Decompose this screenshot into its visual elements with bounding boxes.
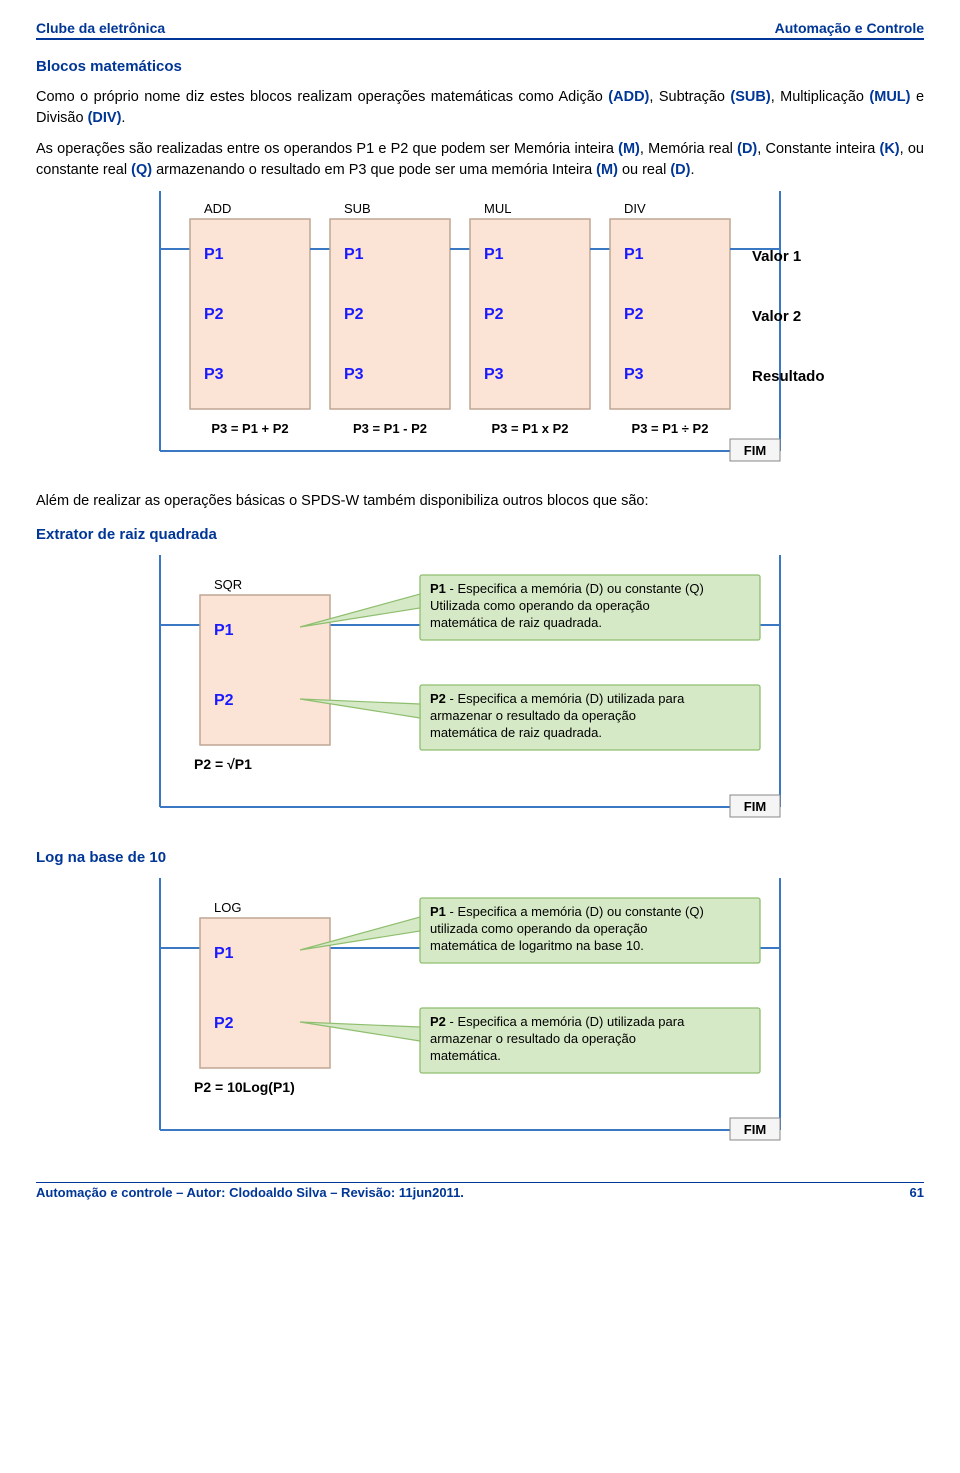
svg-text:P2 - Especifica a memória (D): P2 - Especifica a memória (D) utilizada … (430, 691, 685, 706)
diagram-math-blocks: ADD P1 P2 P3 P3 = P1 + P2 SUB P1 P2 P3 P3 = P1 - … (120, 191, 840, 481)
svg-text:FIM: FIM (744, 1122, 766, 1137)
svg-text:P2 = 10Log(P1): P2 = 10Log(P1) (194, 1079, 295, 1095)
svg-text:P1: P1 (624, 246, 644, 263)
diagram-log: LOG P1 P2 P2 = 10Log(P1) P1 - Especifica a m… (120, 878, 840, 1158)
svg-text:matemática de raiz quadrada.: matemática de raiz quadrada. (430, 615, 602, 630)
svg-text:P1: P1 (214, 945, 234, 962)
svg-text:Valor 2: Valor 2 (752, 308, 801, 325)
svg-text:P3 = P1 ÷ P2: P3 = P1 ÷ P2 (632, 421, 709, 436)
page-header: Clube da eletrônica Automação e Controle (36, 20, 924, 40)
page-footer: Automação e controle – Autor: Clodoaldo … (36, 1182, 924, 1200)
svg-text:P3 = P1 + P2: P3 = P1 + P2 (211, 421, 288, 436)
svg-text:armazenar o resultado da opera: armazenar o resultado da operação (430, 708, 636, 723)
subheading-sqr: Extrator de raiz quadrada (36, 526, 924, 543)
svg-text:P3: P3 (344, 366, 364, 383)
footer-left: Automação e controle – Autor: Clodoaldo … (36, 1185, 464, 1200)
svg-text:P2: P2 (214, 1015, 234, 1032)
svg-text:P1 - Especifica a memória (D): P1 - Especifica a memória (D) ou constan… (430, 581, 704, 596)
header-left: Clube da eletrônica (36, 20, 165, 36)
svg-text:utilizada como operando da ope: utilizada como operando da operação (430, 921, 648, 936)
svg-text:matemática de raiz quadrada.: matemática de raiz quadrada. (430, 725, 602, 740)
paragraph-1: Como o próprio nome diz estes blocos rea… (36, 87, 924, 129)
svg-text:P2: P2 (624, 306, 644, 323)
svg-text:P2: P2 (344, 306, 364, 323)
header-right: Automação e Controle (775, 20, 924, 36)
svg-text:ADD: ADD (204, 201, 231, 216)
subheading-log: Log na base de 10 (36, 849, 924, 866)
svg-text:DIV: DIV (624, 201, 646, 216)
svg-text:Utilizada como operando da ope: Utilizada como operando da operação (430, 598, 650, 613)
svg-text:P2: P2 (204, 306, 224, 323)
svg-text:P1: P1 (214, 622, 234, 639)
svg-text:SUB: SUB (344, 201, 371, 216)
svg-text:P2 - Especifica a memória (D): P2 - Especifica a memória (D) utilizada … (430, 1014, 685, 1029)
section-title-blocos: Blocos matemáticos (36, 58, 924, 75)
svg-text:P1 - Especifica a memória (D): P1 - Especifica a memória (D) ou constan… (430, 904, 704, 919)
svg-text:SQR: SQR (214, 577, 242, 592)
svg-text:LOG: LOG (214, 900, 241, 915)
svg-text:MUL: MUL (484, 201, 511, 216)
svg-text:P1: P1 (204, 246, 224, 263)
svg-text:P3: P3 (484, 366, 504, 383)
svg-text:P1: P1 (344, 246, 364, 263)
svg-text:FIM: FIM (744, 799, 766, 814)
svg-text:P3: P3 (204, 366, 224, 383)
svg-text:FIM: FIM (744, 443, 766, 458)
svg-text:P3: P3 (624, 366, 644, 383)
footer-page-number: 61 (910, 1185, 924, 1200)
diagram-sqr: SQR P1 P2 P2 = √P1 P1 - Especifica a memória… (120, 555, 840, 835)
svg-text:Resultado: Resultado (752, 368, 825, 385)
svg-text:matemática.: matemática. (430, 1048, 501, 1063)
svg-text:P3 = P1 - P2: P3 = P1 - P2 (353, 421, 427, 436)
svg-text:P1: P1 (484, 246, 504, 263)
paragraph-2: As operações são realizadas entre os ope… (36, 139, 924, 181)
svg-text:matemática de logaritmo na bas: matemática de logaritmo na base 10. (430, 938, 644, 953)
paragraph-3: Além de realizar as operações básicas o … (36, 491, 924, 512)
svg-text:Valor 1: Valor 1 (752, 248, 801, 265)
svg-text:P2: P2 (214, 692, 234, 709)
svg-text:P2 = √P1: P2 = √P1 (194, 756, 252, 772)
svg-text:P3 = P1 x P2: P3 = P1 x P2 (492, 421, 569, 436)
svg-text:armazenar o resultado da opera: armazenar o resultado da operação (430, 1031, 636, 1046)
svg-text:P2: P2 (484, 306, 504, 323)
